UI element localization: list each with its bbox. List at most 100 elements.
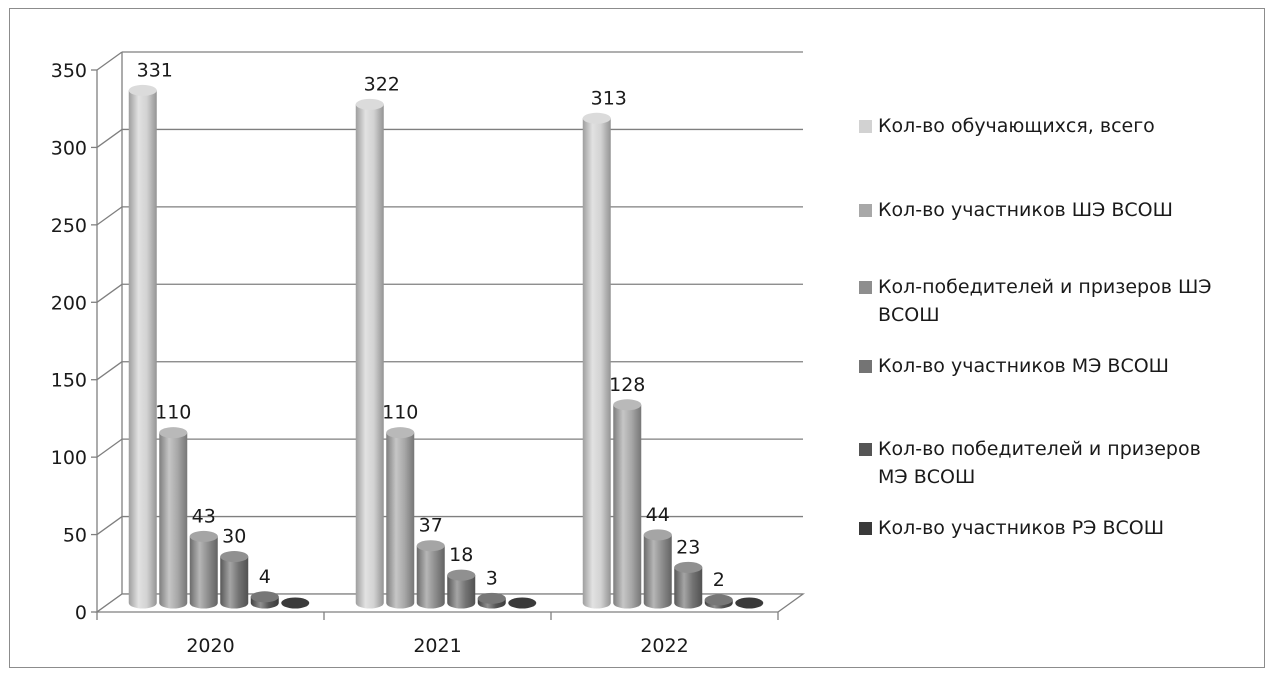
legend-label: ВСОШ — [878, 304, 940, 326]
data-label: 30 — [222, 526, 246, 548]
bar-top — [416, 540, 445, 552]
legend-swatch — [859, 120, 872, 133]
data-label: 110 — [155, 402, 191, 424]
legend-swatch — [859, 281, 872, 294]
bar — [250, 591, 279, 609]
legend-label: Кол-во участников РЭ ВСОШ — [878, 517, 1164, 539]
bar-body — [643, 534, 672, 609]
bar — [643, 529, 672, 609]
legend-swatch — [859, 443, 872, 456]
bar-top — [582, 112, 611, 124]
bar-top — [250, 591, 279, 603]
data-label: 3 — [486, 567, 498, 589]
legend-item: Кол-во участников РЭ ВСОШ — [859, 517, 1164, 539]
legend-label: Кол-во обучающихся, всего — [878, 115, 1155, 137]
bar — [447, 569, 476, 609]
x-tick-label: 2020 — [186, 635, 234, 657]
data-label: 331 — [137, 59, 173, 81]
x-tick-label: 2021 — [413, 635, 461, 657]
data-label: 18 — [449, 544, 473, 566]
bar — [477, 592, 506, 609]
bar-top — [704, 594, 733, 606]
data-label: 23 — [676, 536, 700, 558]
bar-top — [386, 427, 415, 439]
bar — [220, 551, 249, 609]
bar-body — [416, 545, 445, 609]
bar-body — [386, 432, 415, 609]
chart-walls — [96, 52, 123, 612]
data-label: 37 — [419, 515, 443, 537]
data-label: 110 — [382, 402, 418, 424]
data-label: 44 — [646, 504, 670, 526]
legend-item: Кол-во победителей и призеров МЭ ВСОШ — [859, 438, 1201, 488]
legend-swatch — [859, 204, 872, 217]
bar — [735, 597, 764, 609]
bar — [508, 597, 537, 609]
y-tick-label: 0 — [75, 602, 87, 624]
bar-body — [447, 575, 476, 609]
data-label: 4 — [259, 566, 271, 588]
legend-label: Кол-победителей и призеров ШЭ — [878, 276, 1212, 298]
legend-swatch — [859, 360, 872, 373]
data-label: 128 — [609, 374, 645, 396]
bar-top — [281, 597, 310, 609]
y-axis: 0 50 100 150 200 250 300 350 — [51, 60, 97, 624]
gridline-side — [96, 438, 123, 458]
bar — [189, 530, 218, 609]
legend-label: МЭ ВСОШ — [878, 466, 975, 488]
y-tick-label: 150 — [51, 370, 87, 392]
y-tick-label: 200 — [51, 292, 87, 314]
bar-top — [159, 427, 188, 439]
data-label: 313 — [591, 87, 627, 109]
bar — [582, 112, 611, 609]
bar-top — [477, 592, 506, 604]
bar-top — [613, 399, 642, 411]
gridline-side — [96, 516, 123, 536]
bar — [355, 98, 384, 609]
bar-top — [189, 530, 218, 542]
gridlines — [96, 51, 803, 613]
data-labels: 331 110 43 30 4 322 110 37 18 3 313 128 44 23 2 — [137, 59, 725, 590]
legend-item: Кол-во участников МЭ ВСОШ — [859, 355, 1169, 377]
bar-body — [128, 90, 157, 609]
bar-top — [674, 561, 703, 573]
data-label: 322 — [364, 73, 400, 95]
legend-label: Кол-во участников МЭ ВСОШ — [878, 355, 1169, 377]
bar-body — [613, 404, 642, 609]
legend-item: Кол-победителей и призеров ШЭ ВСОШ — [859, 276, 1212, 326]
legend-swatch — [859, 522, 872, 535]
legend: Кол-во обучающихся, всего Кол-во участник… — [859, 115, 1212, 539]
bar-body — [355, 104, 384, 609]
bar-top — [735, 597, 764, 609]
y-tick-label: 300 — [51, 137, 87, 159]
bar — [159, 427, 188, 609]
y-tick-label: 100 — [51, 447, 87, 469]
bar — [704, 594, 733, 609]
bar — [128, 84, 157, 609]
bar — [613, 399, 642, 609]
legend-item: Кол-во обучающихся, всего — [859, 115, 1155, 137]
y-tick-label: 250 — [51, 215, 87, 237]
legend-label: Кол-во победителей и призеров — [878, 438, 1201, 460]
bar-top — [447, 569, 476, 581]
y-tick-label: 350 — [51, 60, 87, 82]
bar — [674, 561, 703, 609]
legend-label: Кол-во участников ШЭ ВСОШ — [878, 199, 1173, 221]
bar-top — [508, 597, 537, 609]
bar-body — [220, 556, 249, 609]
bar-body — [582, 118, 611, 609]
bar-top — [355, 98, 384, 110]
data-label: 2 — [713, 569, 725, 591]
x-tick-label: 2022 — [640, 635, 688, 657]
gridline-side — [96, 128, 123, 148]
bar — [416, 540, 445, 609]
bar-body — [189, 536, 218, 609]
y-tick-label: 50 — [63, 525, 87, 547]
bar-top — [128, 84, 157, 96]
gridline-side — [96, 283, 123, 303]
bar-top — [220, 551, 249, 563]
gridline-side — [96, 206, 123, 226]
bar-top — [643, 529, 672, 541]
bar-body — [159, 432, 188, 609]
